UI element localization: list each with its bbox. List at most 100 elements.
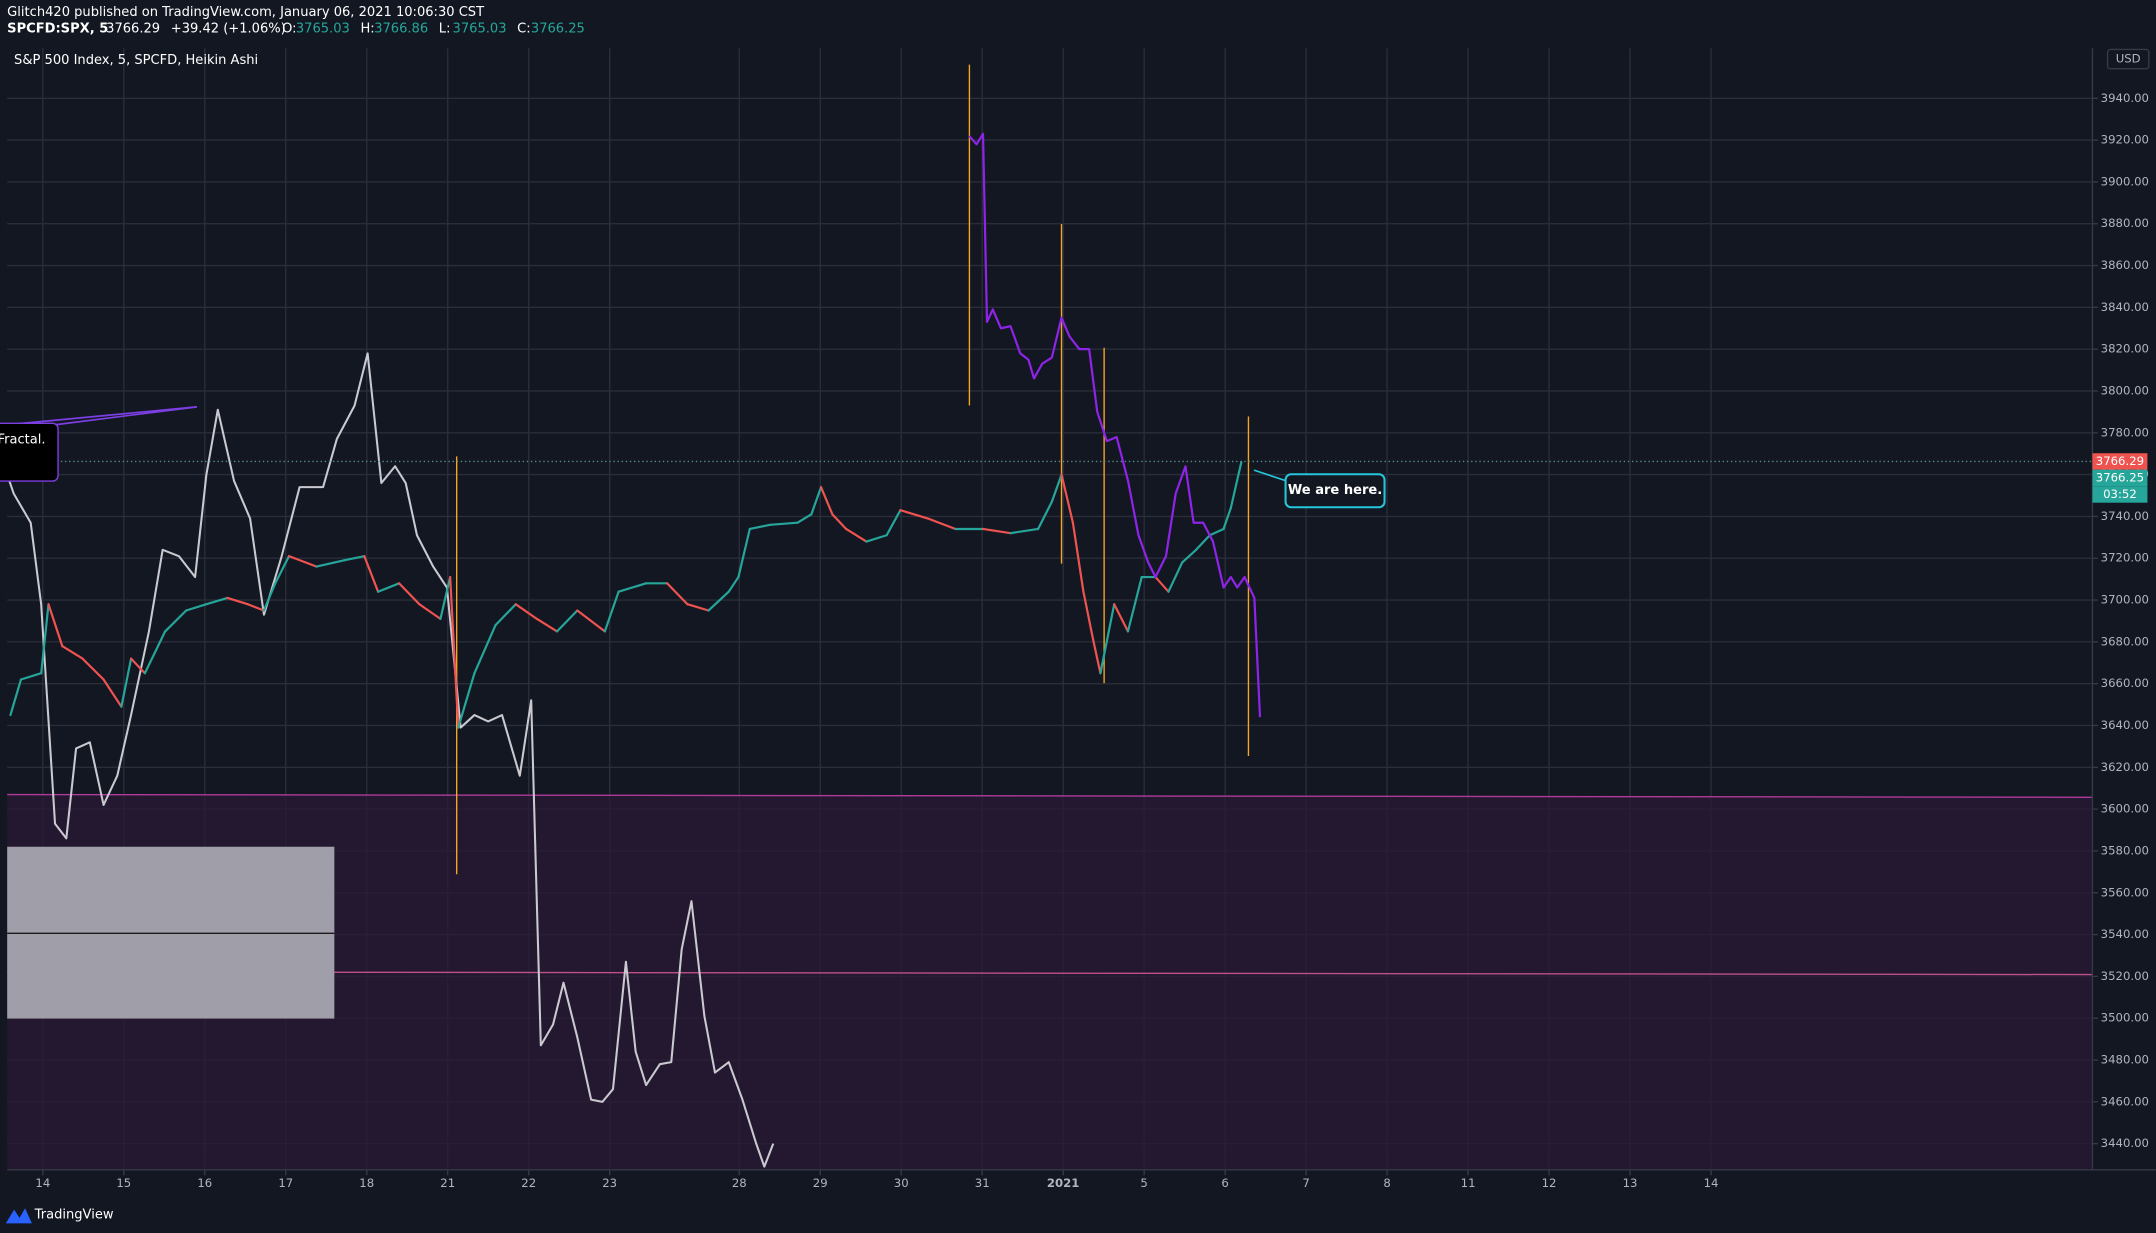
currency-box — [2106, 48, 2150, 70]
logo-icon — [5, 1208, 32, 1224]
x-tick-label: 18 — [359, 1176, 374, 1190]
x-tick-label: 23 — [602, 1176, 617, 1190]
x-tick-label: 7 — [1302, 1176, 1309, 1190]
price-segment — [81, 657, 105, 681]
price-tag-label: 3766.25 — [2096, 470, 2144, 484]
series-line — [6, 352, 775, 1168]
price-segment — [1082, 590, 1095, 641]
x-tick-label: 30 — [894, 1176, 909, 1190]
price-segment — [831, 513, 848, 531]
y-tick-label: 3900.00 — [2101, 174, 2149, 188]
y-tick-label: 3920.00 — [2101, 133, 2149, 147]
price-segment — [398, 582, 421, 606]
price-tag-label: 03:52 — [2103, 487, 2137, 501]
y-tick-label: 3680.00 — [2101, 634, 2149, 648]
callout-box — [0, 422, 59, 482]
price-segment — [737, 527, 751, 579]
price-segment — [666, 582, 689, 606]
publisher: Glitch420 published on TradingView.com, … — [7, 5, 484, 20]
price-segment — [617, 582, 648, 593]
price-tag — [2092, 486, 2148, 503]
level-line — [7, 971, 2093, 976]
brand: TradingView — [34, 1208, 114, 1223]
y-tick-label: 3820.00 — [2101, 342, 2149, 356]
price-segment — [287, 555, 318, 568]
price-tag — [2092, 469, 2148, 487]
ohlc-value: 3765.03 — [296, 21, 350, 36]
level-line — [7, 793, 2093, 798]
x-tick-label: 16 — [197, 1176, 212, 1190]
x-tick-label: 31 — [975, 1176, 990, 1190]
price-segment — [535, 617, 559, 633]
price-segment — [449, 575, 460, 729]
price-segment — [1009, 527, 1040, 535]
x-tick-label: 2021 — [1047, 1176, 1080, 1190]
callout-box — [1284, 473, 1386, 509]
price-segment — [315, 559, 346, 568]
price-segment — [1154, 575, 1170, 593]
y-tick-label: 3840.00 — [2101, 300, 2149, 314]
y-tick-label: 3480.00 — [2101, 1053, 2149, 1067]
change: +39.42 (+1.06%) — [171, 21, 286, 36]
ohlc-value: 3766.25 — [531, 21, 585, 36]
price-segment — [1071, 521, 1085, 593]
currency: USD — [2116, 52, 2141, 66]
price-tag — [2092, 453, 2148, 470]
y-tick-label: 3860.00 — [2101, 258, 2149, 272]
price-segment — [185, 603, 208, 612]
y-tick-label: 3500.00 — [2101, 1011, 2149, 1025]
price-segment — [810, 486, 823, 516]
ohlc-label: O: — [282, 21, 296, 36]
price-segment — [1181, 548, 1198, 564]
y-tick-label: 3780.00 — [2101, 425, 2149, 439]
y-tick-label: 3940.00 — [2101, 91, 2149, 105]
price-segment — [1113, 603, 1130, 633]
y-tick-label: 3640.00 — [2101, 718, 2149, 732]
price-segment — [40, 603, 50, 675]
price-segment — [865, 534, 888, 543]
chart-title: S&P 500 Index, 5, SPCFD, Heikin Ashi — [14, 53, 258, 68]
price-segment — [845, 527, 868, 543]
price-segment — [376, 582, 401, 593]
price-segment — [514, 603, 538, 620]
price-segment — [494, 603, 517, 627]
price-segment — [707, 590, 730, 612]
price-segment — [342, 555, 366, 562]
x-tick-label: 13 — [1623, 1176, 1638, 1190]
price-segment — [1036, 500, 1053, 531]
x-tick-label: 14 — [1704, 1176, 1719, 1190]
price-segment — [439, 575, 452, 620]
price-segment — [1099, 603, 1116, 675]
price-segment — [61, 644, 84, 660]
price-segment — [1060, 473, 1075, 524]
y-tick-label: 3800.00 — [2101, 383, 2149, 397]
price-segment — [262, 582, 277, 612]
y-tick-label: 3880.00 — [2101, 216, 2149, 230]
y-tick-label: 3440.00 — [2101, 1136, 2149, 1150]
price-segment — [363, 555, 380, 593]
x-tick-label: 29 — [813, 1176, 828, 1190]
price-segment — [164, 609, 188, 633]
x-tick-label: 15 — [116, 1176, 131, 1190]
price-segment — [1092, 638, 1102, 675]
annotation: We are here. — [1288, 483, 1382, 498]
last-price: 3766.29 — [106, 21, 160, 36]
price-segment — [1208, 527, 1225, 537]
series-line — [968, 132, 1262, 718]
price-segment — [130, 657, 146, 675]
zone — [7, 794, 2093, 1170]
price-segment — [748, 523, 772, 531]
x-tick-label: 12 — [1542, 1176, 1557, 1190]
price-segment — [47, 603, 64, 648]
y-tick-label: 3540.00 — [2101, 927, 2149, 941]
price-segment — [1222, 506, 1232, 531]
price-segment — [120, 657, 133, 708]
price-segment — [473, 624, 497, 675]
y-tick-label: 3600.00 — [2101, 802, 2149, 816]
symbol: SPCFD:SPX, 5 — [7, 21, 108, 36]
ohlc-label: C: — [517, 21, 531, 36]
price-segment — [796, 513, 813, 524]
ohlc-value: 3766.86 — [374, 21, 428, 36]
price-segment — [899, 509, 930, 520]
price-tag-label: 3766.29 — [2096, 454, 2144, 468]
